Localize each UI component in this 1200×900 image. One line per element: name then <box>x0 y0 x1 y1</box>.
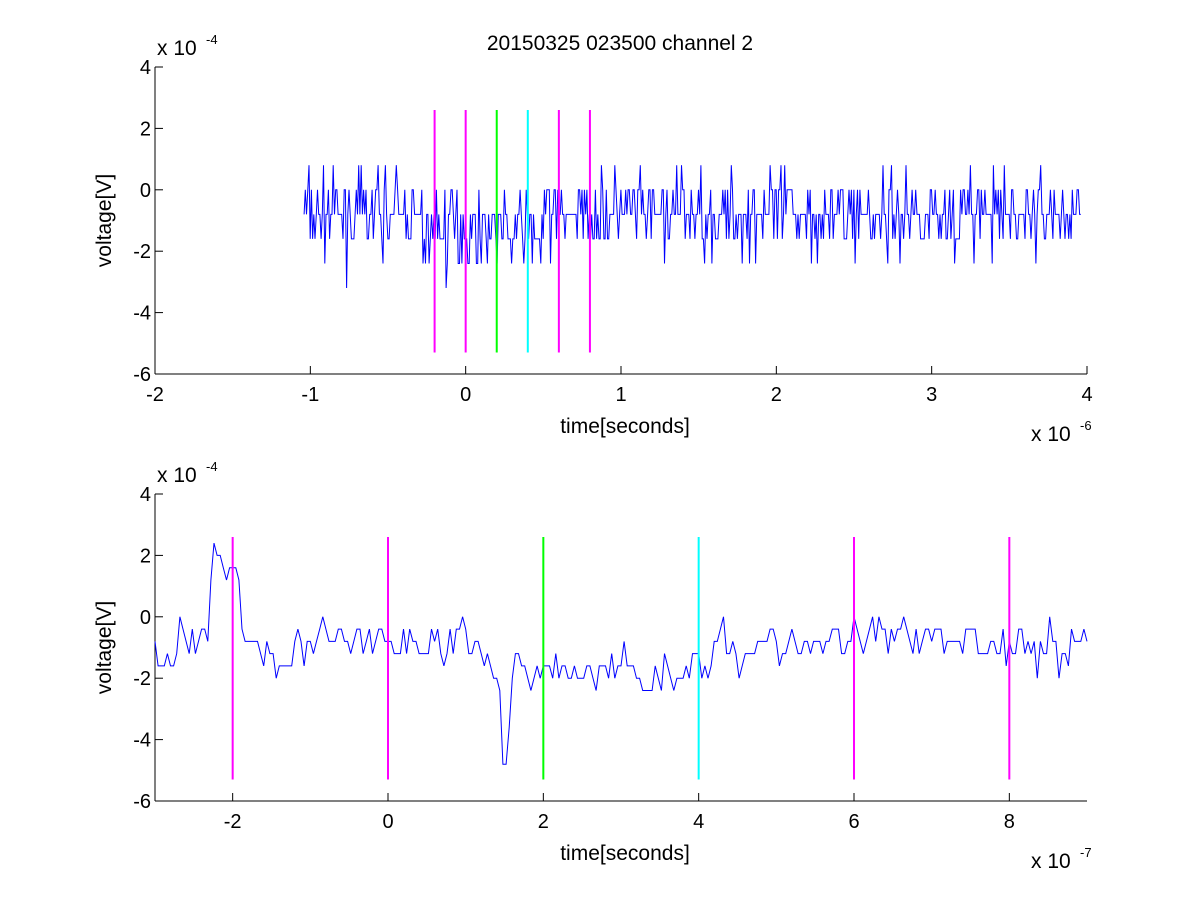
y-tick-label: -6 <box>133 364 151 386</box>
x-tick-label: 0 <box>382 811 393 833</box>
x-scale-exponent: -7 <box>1080 845 1092 860</box>
x-tick-label: 2 <box>771 384 782 406</box>
y-scale-factor: x 10 <box>157 464 197 487</box>
y-tick-label: 4 <box>140 57 151 79</box>
y-tick-label: 0 <box>140 180 151 202</box>
x-tick-label: 4 <box>1081 384 1092 406</box>
x-scale-exponent: -6 <box>1080 418 1092 433</box>
signal-series-line <box>303 165 1081 289</box>
x-scale-factor: x 10 <box>1031 423 1071 446</box>
y-scale-exponent: -4 <box>206 32 218 47</box>
figure-title: 20150325 023500 channel 2 <box>487 32 753 55</box>
y-tick-label: -4 <box>133 730 151 752</box>
signal-series-line <box>154 542 1088 765</box>
x-tick-label: -1 <box>301 384 319 406</box>
y-tick-label: 0 <box>140 607 151 629</box>
y-axis-label: voltage[V] <box>93 601 116 694</box>
x-tick-label: 3 <box>926 384 937 406</box>
x-scale-factor: x 10 <box>1031 850 1071 873</box>
x-axis-label: time[seconds] <box>560 842 690 865</box>
x-tick-label: 6 <box>848 811 859 833</box>
y-tick-label: -2 <box>133 668 151 690</box>
x-tick-label: 2 <box>538 811 549 833</box>
x-tick-label: -2 <box>146 384 164 406</box>
y-tick-label: -4 <box>133 303 151 325</box>
y-axis-label: voltage[V] <box>93 174 116 267</box>
y-tick-label: -2 <box>133 241 151 263</box>
y-scale-factor: x 10 <box>157 37 197 60</box>
y-tick-label: 2 <box>140 118 151 140</box>
y-tick-label: 4 <box>140 484 151 506</box>
x-tick-label: 8 <box>1004 811 1015 833</box>
x-axis-label: time[seconds] <box>560 415 690 438</box>
y-tick-label: -6 <box>133 791 151 813</box>
bottom-plot: -2 0 2 4 6 8-6-4-2024time[seconds]voltage[V]x… <box>93 459 1092 873</box>
x-tick-label: 0 <box>460 384 471 406</box>
y-tick-label: 2 <box>140 545 151 567</box>
x-tick-label: 4 <box>693 811 704 833</box>
x-tick-label: 1 <box>615 384 626 406</box>
y-scale-exponent: -4 <box>206 459 218 474</box>
x-tick-label: -2 <box>224 811 242 833</box>
top-plot: -2 -1 0 1 2 3 4 -6 -4 -2 0 2 4 time[seconds] voltage[V… <box>93 32 1093 446</box>
